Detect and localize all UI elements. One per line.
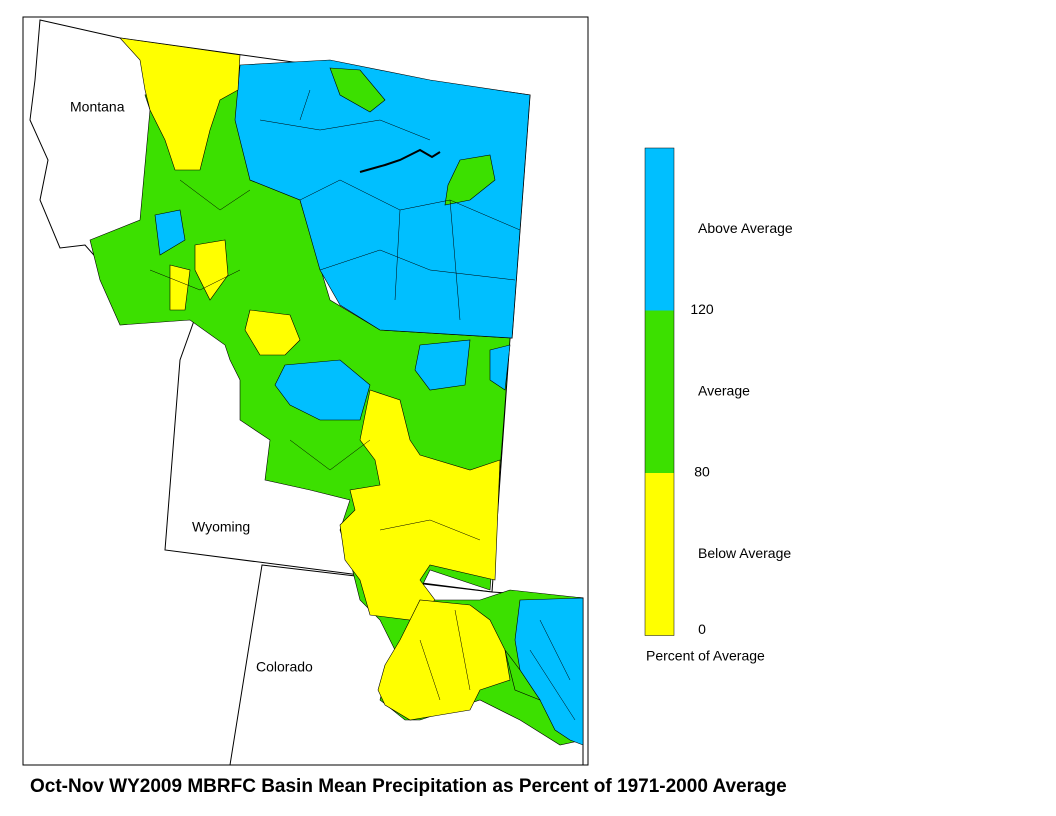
- map-title: Oct-Nov WY2009 MBRFC Basin Mean Precipit…: [30, 776, 787, 797]
- basin-region: [274, 359, 371, 421]
- legend-break: 120: [690, 301, 714, 317]
- legend-break: 0: [698, 621, 706, 637]
- basin-region: [444, 154, 496, 206]
- basin-boundaries: [149, 89, 576, 721]
- legend-label: Above Average: [698, 220, 793, 236]
- legend-title: Percent of Average: [646, 648, 765, 664]
- basin-region: [514, 597, 584, 746]
- state-label: Colorado: [256, 659, 313, 675]
- basins: [89, 37, 584, 746]
- basin-region: [329, 67, 386, 113]
- basin-region: [119, 37, 241, 171]
- legend-swatch: [645, 310, 674, 473]
- basin-region: [194, 239, 229, 301]
- state-label: Montana: [70, 99, 125, 115]
- legend-border: [644, 147, 675, 636]
- basin-region: [414, 339, 471, 391]
- legend-swatch: [645, 473, 674, 636]
- state-label: Wyoming: [192, 519, 250, 535]
- basin-region: [244, 309, 301, 356]
- basin-region: [169, 264, 191, 311]
- legend-label: Average: [698, 382, 750, 398]
- basin-boundary: [149, 89, 576, 721]
- legend-label: Below Average: [698, 545, 791, 561]
- basin-region: [234, 59, 531, 339]
- basin-region: [504, 649, 541, 701]
- basin-region: [489, 344, 511, 391]
- basin-region: [377, 599, 511, 721]
- legend: Percent of Average Above Average Average B…: [644, 147, 793, 664]
- lake: [359, 148, 441, 173]
- basin-region: [154, 209, 186, 256]
- legend-break: 80: [694, 464, 710, 480]
- legend-swatch: [645, 148, 674, 311]
